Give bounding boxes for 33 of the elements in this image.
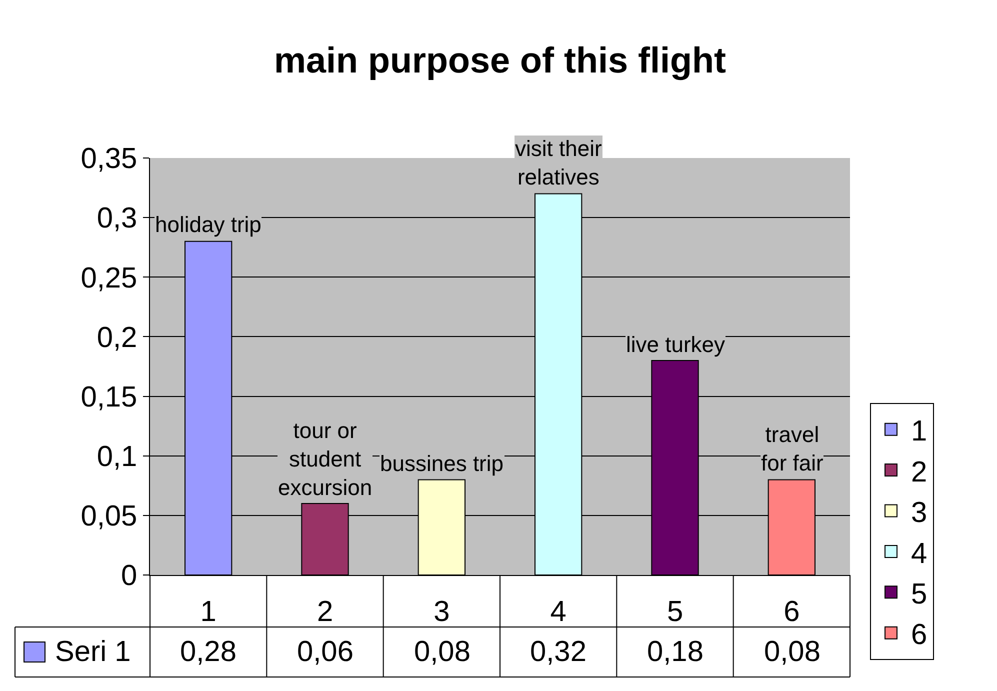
category-label: 2 <box>911 456 928 488</box>
data-label: 0,28 <box>180 636 236 668</box>
x-tick-label: 2 <box>316 596 334 628</box>
data-label: 0,08 <box>764 636 820 668</box>
annotation: travel for fair <box>761 422 824 476</box>
legend-label: Seri 1 <box>55 636 131 668</box>
annotation: holiday trip <box>155 212 262 237</box>
annotation: bussines trip <box>380 451 504 476</box>
data-label: 0,32 <box>530 636 586 668</box>
y-tick-label: 0,3 <box>96 202 138 235</box>
category-label: 3 <box>911 497 928 530</box>
y-tick-label: 0,15 <box>80 381 138 414</box>
x-tick-label: 5 <box>666 596 684 628</box>
category-label: 1 <box>911 416 928 448</box>
y-tick-label: 0,35 <box>80 143 138 176</box>
category-label: 4 <box>911 538 928 570</box>
annotation: visit their relatives <box>515 136 602 190</box>
category-label: 6 <box>911 619 928 652</box>
x-tick-label: 3 <box>434 596 450 628</box>
y-tick-label: 0,05 <box>80 500 138 533</box>
x-tick-label: 1 <box>200 596 216 628</box>
annotation: tour or student excursion <box>278 418 372 500</box>
y-tick-label: 0,2 <box>96 322 138 354</box>
data-label: 0,06 <box>297 636 354 668</box>
chart-title: main purpose of this flight <box>274 40 726 81</box>
y-tick-label: 0 <box>121 560 138 592</box>
data-label: 0,08 <box>414 636 470 668</box>
annotation: live turkey <box>626 332 726 357</box>
x-tick-label: 6 <box>784 596 800 628</box>
data-label: 0,18 <box>647 636 704 668</box>
y-tick-label: 0,25 <box>80 262 138 294</box>
y-tick-label: 0,1 <box>96 441 138 474</box>
x-tick-label: 4 <box>550 596 566 628</box>
